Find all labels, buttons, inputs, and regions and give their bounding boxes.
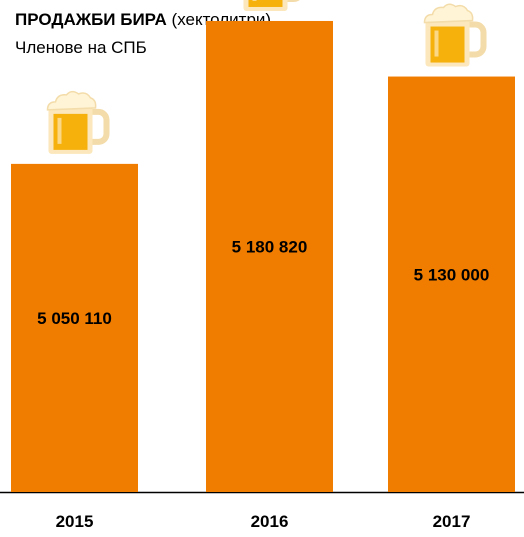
beer-mug-icon	[46, 90, 110, 154]
category-label-2017: 2017	[433, 512, 471, 531]
data-label-2015: 5 050 110	[37, 309, 112, 328]
beer-mug-icon	[243, 0, 300, 11]
beer-mug-icon	[423, 3, 487, 67]
category-label-2015: 2015	[56, 512, 94, 531]
bar-2016	[206, 20, 333, 493]
data-label-2016: 5 180 820	[232, 237, 308, 256]
bar-2017	[388, 76, 515, 493]
bar-2015	[11, 163, 138, 492]
chart-subtitle: Членове на СПБ	[15, 38, 147, 57]
chart-title-bold: ПРОДАЖБИ БИРА	[15, 10, 167, 29]
category-label-2016: 2016	[251, 512, 289, 531]
data-label-2017: 5 130 000	[414, 265, 490, 284]
